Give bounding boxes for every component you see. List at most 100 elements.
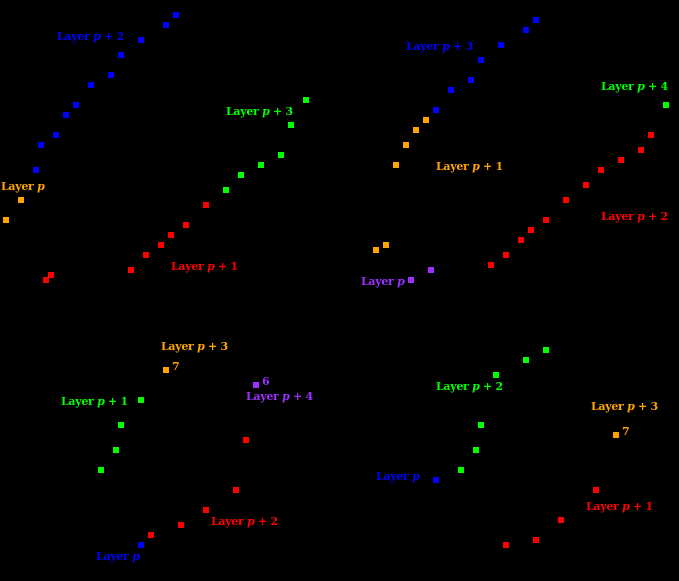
data-point bbox=[203, 507, 209, 513]
data-point bbox=[98, 467, 104, 473]
data-point bbox=[468, 77, 474, 83]
series-label: Layer p + 4 bbox=[246, 390, 313, 403]
data-point bbox=[423, 117, 429, 123]
data-point bbox=[613, 432, 619, 438]
data-point bbox=[33, 167, 39, 173]
point-annotation: 7 bbox=[172, 360, 180, 373]
data-point bbox=[433, 107, 439, 113]
data-point bbox=[533, 17, 539, 23]
data-point bbox=[648, 132, 654, 138]
data-point bbox=[18, 197, 24, 203]
data-point bbox=[408, 277, 414, 283]
data-point bbox=[543, 217, 549, 223]
data-point bbox=[383, 242, 389, 248]
data-point bbox=[48, 272, 54, 278]
series-label: Layer p + 1 bbox=[171, 260, 238, 273]
data-point bbox=[3, 217, 9, 223]
data-point bbox=[303, 97, 309, 103]
data-point bbox=[158, 242, 164, 248]
data-point bbox=[253, 382, 259, 388]
series-label: Layer p + 1 bbox=[586, 500, 653, 513]
data-point bbox=[118, 52, 124, 58]
data-point bbox=[523, 27, 529, 33]
data-point bbox=[518, 237, 524, 243]
series-label: Layer p + 4 bbox=[601, 80, 668, 93]
series-label: Layer p + 3 bbox=[161, 340, 228, 353]
data-point bbox=[488, 262, 494, 268]
series-label: Layer p + 2 bbox=[436, 380, 503, 393]
data-point bbox=[503, 542, 509, 548]
data-point bbox=[638, 147, 644, 153]
series-label: Layer p + 2 bbox=[601, 210, 668, 223]
series-label: Layer p + 3 bbox=[591, 400, 658, 413]
data-point bbox=[88, 82, 94, 88]
data-point bbox=[558, 517, 564, 523]
data-point bbox=[458, 467, 464, 473]
data-point bbox=[203, 202, 209, 208]
data-point bbox=[473, 447, 479, 453]
series-label: Layer p bbox=[1, 180, 45, 193]
data-point bbox=[243, 437, 249, 443]
data-point bbox=[118, 422, 124, 428]
data-point bbox=[278, 152, 284, 158]
series-label: Layer p bbox=[361, 275, 405, 288]
data-point bbox=[403, 142, 409, 148]
data-point bbox=[598, 167, 604, 173]
data-point bbox=[178, 522, 184, 528]
data-point bbox=[433, 477, 439, 483]
data-point bbox=[448, 87, 454, 93]
series-label: Layer p + 1 bbox=[436, 160, 503, 173]
data-point bbox=[258, 162, 264, 168]
data-point bbox=[618, 157, 624, 163]
data-point bbox=[428, 267, 434, 273]
point-annotation: 6 bbox=[262, 375, 270, 388]
data-point bbox=[53, 132, 59, 138]
data-point bbox=[503, 252, 509, 258]
series-label: Layer p + 2 bbox=[211, 515, 278, 528]
data-point bbox=[533, 537, 539, 543]
data-point bbox=[413, 127, 419, 133]
point-annotation: 7 bbox=[622, 425, 630, 438]
data-point bbox=[493, 372, 499, 378]
data-point bbox=[138, 397, 144, 403]
data-point bbox=[223, 187, 229, 193]
data-point bbox=[163, 22, 169, 28]
data-point bbox=[523, 357, 529, 363]
data-point bbox=[288, 122, 294, 128]
series-label: Layer p + 2 bbox=[57, 30, 124, 43]
data-point bbox=[593, 487, 599, 493]
series-label: Layer p bbox=[376, 470, 420, 483]
data-point bbox=[233, 487, 239, 493]
data-point bbox=[238, 172, 244, 178]
data-point bbox=[583, 182, 589, 188]
series-label: Layer p + 1 bbox=[61, 395, 128, 408]
data-point bbox=[43, 277, 49, 283]
data-point bbox=[128, 267, 134, 273]
data-point bbox=[478, 57, 484, 63]
data-point bbox=[498, 42, 504, 48]
data-point bbox=[563, 197, 569, 203]
data-point bbox=[393, 162, 399, 168]
data-point bbox=[108, 72, 114, 78]
data-point bbox=[543, 347, 549, 353]
data-point bbox=[138, 37, 144, 43]
data-point bbox=[138, 542, 144, 548]
data-point bbox=[373, 247, 379, 253]
data-point bbox=[528, 227, 534, 233]
series-label: Layer p + 3 bbox=[406, 40, 473, 53]
data-point bbox=[163, 367, 169, 373]
data-point bbox=[63, 112, 69, 118]
data-point bbox=[183, 222, 189, 228]
series-label: Layer p + 3 bbox=[226, 105, 293, 118]
series-label: Layer p bbox=[96, 550, 140, 563]
data-point bbox=[113, 447, 119, 453]
data-point bbox=[38, 142, 44, 148]
data-point bbox=[168, 232, 174, 238]
data-point bbox=[478, 422, 484, 428]
data-point bbox=[148, 532, 154, 538]
data-point bbox=[173, 12, 179, 18]
data-point bbox=[663, 102, 669, 108]
data-point bbox=[73, 102, 79, 108]
data-point bbox=[143, 252, 149, 258]
